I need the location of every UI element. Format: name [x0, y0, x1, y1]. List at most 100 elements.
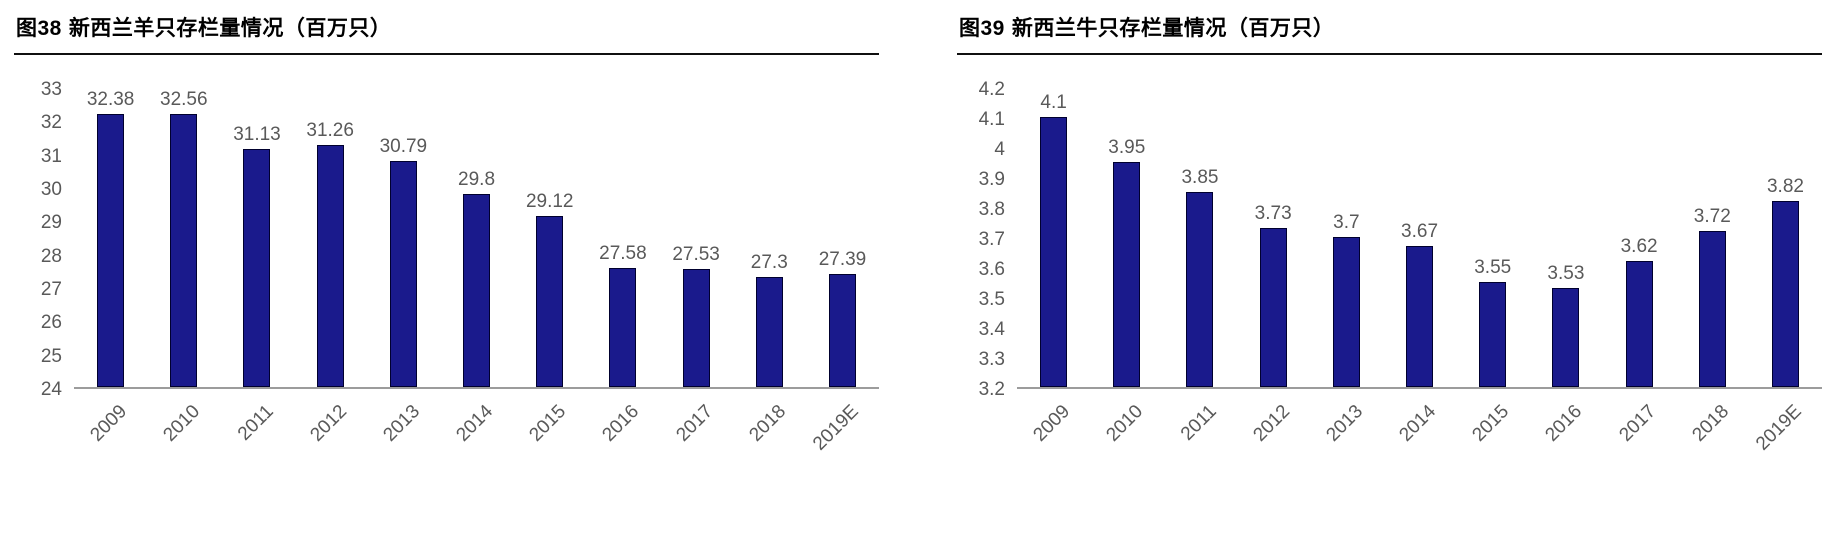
- x-axis-tick-label: 2017: [1615, 401, 1660, 446]
- x-axis-tick-label: 2012: [1249, 401, 1294, 446]
- bar-value-label: 27.53: [672, 244, 720, 266]
- bar-column: 30.79: [367, 89, 440, 387]
- x-axis-tick-label: 2010: [1102, 401, 1148, 446]
- y-axis-tick-label: 3.4: [978, 319, 1005, 340]
- y-axis-tick-label: 30: [40, 179, 62, 200]
- x-axis-tick-label: 2013: [379, 401, 425, 446]
- bar: [316, 145, 344, 387]
- bar-value-label: 3.73: [1254, 203, 1292, 224]
- x-axis-tick: 2017: [1603, 389, 1676, 475]
- bar-value-label: 3.55: [1474, 257, 1512, 278]
- bar: [389, 160, 417, 387]
- x-axis-tick-label: 2010: [159, 401, 205, 446]
- bar-column: 3.72: [1676, 89, 1749, 387]
- x-axis-tick-label: 2014: [1395, 401, 1441, 446]
- bar-value-label: 3.62: [1620, 236, 1658, 257]
- bar: [1186, 192, 1214, 387]
- x-axis-tick: 2009: [1017, 389, 1090, 475]
- bar-value-label: 32.38: [86, 89, 135, 110]
- plot-area: 4.1 3.95 3.85 3.73 3.7 3.67 3.55 3.53 3.62 3.72 3.…: [1017, 89, 1822, 389]
- x-axis-tick: 2018: [1676, 389, 1749, 475]
- x-axis-tick: 2010: [147, 389, 220, 475]
- bar-value-label: 31.26: [306, 120, 354, 141]
- chart-title-sheep: 图38 新西兰羊只存栏量情况（百万只）: [14, 6, 879, 55]
- bar: [1771, 201, 1799, 387]
- bar: [609, 267, 637, 387]
- bar: [1332, 237, 1360, 387]
- figure-number: 图39: [959, 17, 1005, 40]
- x-axis-tick: 2013: [1310, 389, 1383, 475]
- x-axis-tick: 2018: [733, 389, 806, 475]
- bar: [243, 149, 271, 387]
- bar: [1552, 288, 1580, 387]
- y-axis-tick-label: 29: [40, 212, 62, 234]
- bar-chart-sheep: 33 32 31 30 29 28 27 26 25 24 32.38 32.56 31.13 31.2…: [14, 80, 879, 475]
- x-axis-tick: 2010: [1090, 389, 1163, 475]
- bar-column: 32.38: [74, 89, 147, 387]
- chart-title-cattle: 图39 新西兰牛只存栏量情况（百万只）: [957, 6, 1822, 55]
- y-axis-tick-label: 32: [40, 112, 62, 134]
- bar-column: 27.58: [586, 89, 659, 387]
- bar-column: 31.13: [220, 89, 293, 387]
- x-axis-tick: 2011: [220, 389, 293, 475]
- bar-value-label: 3.53: [1547, 263, 1585, 284]
- plot-area: 32.38 32.56 31.13 31.26 30.79 29.8 29.12 27.58 2…: [74, 89, 879, 389]
- bar-value-label: 29.12: [525, 191, 574, 213]
- bar-column: 27.3: [733, 89, 806, 387]
- bar-value-label: 3.82: [1766, 176, 1804, 197]
- bar-column: 32.56: [147, 89, 220, 387]
- y-axis-tick-label: 3.6: [978, 259, 1005, 280]
- bar: [1113, 162, 1141, 387]
- bar-value-label: 30.79: [379, 135, 428, 157]
- y-axis: 33 32 31 30 29 28 27 26 25 24: [16, 80, 74, 399]
- bar: [682, 269, 710, 387]
- bar: [1259, 228, 1287, 387]
- y-axis-tick-label: 4.1: [978, 109, 1005, 130]
- bar-column: 3.7: [1310, 89, 1383, 387]
- x-axis-tick-label: 2019E: [809, 401, 864, 455]
- x-axis-tick: 2019E: [806, 389, 879, 475]
- x-axis-tick-label: 2019E: [1752, 401, 1807, 455]
- figure-title: 新西兰羊只存栏量情况（百万只）: [68, 17, 392, 40]
- bar-value-label: 31.13: [233, 124, 281, 146]
- figure-number: 图38: [16, 17, 62, 40]
- bar-column: 27.53: [660, 89, 733, 387]
- x-axis: 2009 2010 2011 2012 2013 2014 2015 2016 2017 2018…: [1017, 389, 1822, 475]
- y-axis-tick-label: 24: [40, 379, 62, 400]
- x-axis-tick-label: 2016: [1541, 401, 1587, 446]
- bar-value-label: 27.3: [750, 252, 788, 273]
- bar: [828, 274, 856, 387]
- bar-column: 3.55: [1456, 89, 1529, 387]
- y-axis-tick-label: 3.7: [978, 229, 1005, 250]
- x-axis-tick: 2016: [1529, 389, 1602, 475]
- y-axis-tick-label: 25: [40, 345, 62, 367]
- bar: [170, 114, 198, 387]
- x-axis-tick: 2019E: [1749, 389, 1822, 475]
- bar-value-label: 29.8: [458, 168, 496, 190]
- y-axis-tick-label: 3.3: [978, 349, 1005, 370]
- x-axis-tick: 2014: [1383, 389, 1456, 475]
- chart-panel-cattle: 图39 新西兰牛只存栏量情况（百万只） 4.2 4.1 4 3.9 3.8 3.7 3.6 3.…: [957, 6, 1822, 548]
- x-axis-tick-label: 2016: [598, 401, 644, 446]
- bar-value-label: 3.95: [1108, 137, 1146, 158]
- chart-panel-sheep: 图38 新西兰羊只存栏量情况（百万只） 33 32 31 30 29 28 27 26 25 24 …: [14, 6, 879, 548]
- x-axis-tick-label: 2017: [672, 401, 717, 446]
- bar: [1698, 231, 1726, 387]
- bar-column: 3.95: [1090, 89, 1163, 387]
- bar-value-label: 3.72: [1693, 206, 1731, 227]
- bar-value-label: 3.67: [1401, 221, 1439, 242]
- x-axis-tick: 2012: [294, 389, 367, 475]
- y-axis-tick-label: 26: [40, 312, 62, 334]
- x-axis-tick: 2016: [586, 389, 659, 475]
- bar-column: 3.73: [1237, 89, 1310, 387]
- x-axis-tick-label: 2009: [86, 401, 132, 446]
- x-axis-tick: 2017: [660, 389, 733, 475]
- bar: [1406, 246, 1434, 387]
- bar-value-label: 27.39: [818, 249, 867, 270]
- x-axis-tick-label: 2011: [1176, 401, 1221, 445]
- y-axis-tick-label: 31: [40, 145, 62, 167]
- x-axis-tick-label: 2015: [525, 401, 571, 446]
- y-axis-tick-label: 27: [40, 279, 62, 300]
- x-axis-tick: 2012: [1237, 389, 1310, 475]
